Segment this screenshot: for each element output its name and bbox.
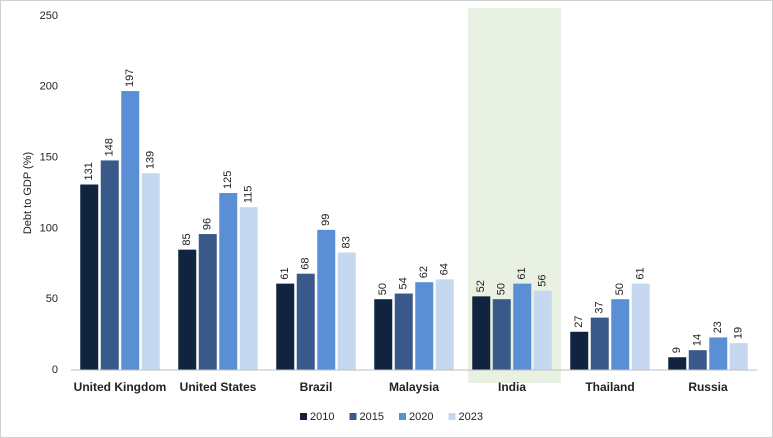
x-tick-label: United States	[180, 380, 257, 394]
bar	[668, 357, 687, 370]
value-label: 54	[398, 277, 410, 289]
value-label: 27	[573, 316, 585, 328]
legend-label: 2020	[409, 411, 433, 423]
value-label: 115	[243, 186, 255, 204]
bar	[100, 160, 119, 370]
bar	[80, 184, 99, 370]
bar	[611, 299, 630, 370]
value-label: 131	[83, 162, 95, 180]
value-label: 64	[439, 263, 451, 275]
legend-label: 2010	[310, 411, 334, 423]
value-label: 61	[279, 267, 291, 279]
y-tick-label: 0	[52, 364, 58, 376]
x-tick-label: Thailand	[585, 380, 634, 394]
bar	[121, 91, 140, 370]
value-label: 68	[300, 257, 312, 269]
value-label: 61	[516, 267, 528, 279]
y-tick-label: 100	[40, 222, 58, 234]
bar	[337, 252, 356, 370]
value-label: 50	[614, 283, 626, 295]
y-tick-label: 250	[40, 10, 58, 22]
bar	[590, 317, 609, 370]
bar	[239, 207, 258, 370]
value-label: 96	[202, 218, 214, 230]
value-label: 99	[320, 214, 332, 226]
bar	[276, 283, 295, 370]
bar	[688, 350, 707, 370]
y-tick-label: 150	[40, 152, 58, 164]
legend-label: 2023	[459, 411, 483, 423]
bar	[435, 279, 454, 370]
bar	[415, 282, 434, 370]
bar	[198, 234, 217, 370]
value-label: 197	[124, 69, 136, 87]
value-label: 37	[594, 301, 606, 313]
bar	[472, 296, 491, 370]
legend-swatch	[448, 413, 456, 420]
legend-swatch	[399, 413, 406, 420]
value-label: 85	[181, 233, 193, 245]
value-label: 50	[377, 283, 389, 295]
y-tick-label: 200	[40, 81, 58, 93]
value-label: 19	[733, 327, 745, 339]
bar	[394, 293, 413, 370]
bar	[317, 229, 336, 370]
bar	[492, 299, 511, 370]
bar	[533, 290, 552, 370]
bar	[631, 283, 650, 370]
value-label: 83	[341, 236, 353, 248]
value-label: 52	[475, 280, 487, 292]
bar	[296, 273, 315, 370]
value-label: 125	[222, 171, 234, 189]
bar	[219, 193, 238, 370]
bar	[178, 249, 197, 370]
bar	[141, 173, 160, 370]
x-tick-label: India	[498, 380, 526, 394]
x-tick-label: Brazil	[300, 380, 333, 394]
x-tick-label: United Kingdom	[74, 380, 167, 394]
bar	[729, 343, 748, 370]
value-label: 9	[671, 347, 683, 353]
value-label: 61	[635, 267, 647, 279]
value-label: 56	[537, 274, 549, 286]
value-label: 14	[692, 334, 704, 346]
value-label: 139	[145, 151, 157, 169]
legend-swatch	[349, 413, 357, 420]
value-label: 148	[104, 138, 116, 156]
x-tick-label: Malaysia	[389, 380, 439, 394]
y-axis-label: Debt to GDP (%)	[22, 152, 34, 234]
x-tick-label: Russia	[688, 380, 728, 394]
bar	[709, 337, 728, 370]
bar	[374, 299, 393, 370]
legend-label: 2015	[360, 411, 384, 423]
bar	[513, 283, 532, 370]
bar	[570, 331, 589, 370]
y-tick-label: 50	[46, 293, 58, 305]
legend-swatch	[300, 413, 307, 420]
value-label: 62	[418, 266, 430, 278]
value-label: 23	[712, 321, 724, 333]
value-label: 50	[496, 283, 508, 295]
